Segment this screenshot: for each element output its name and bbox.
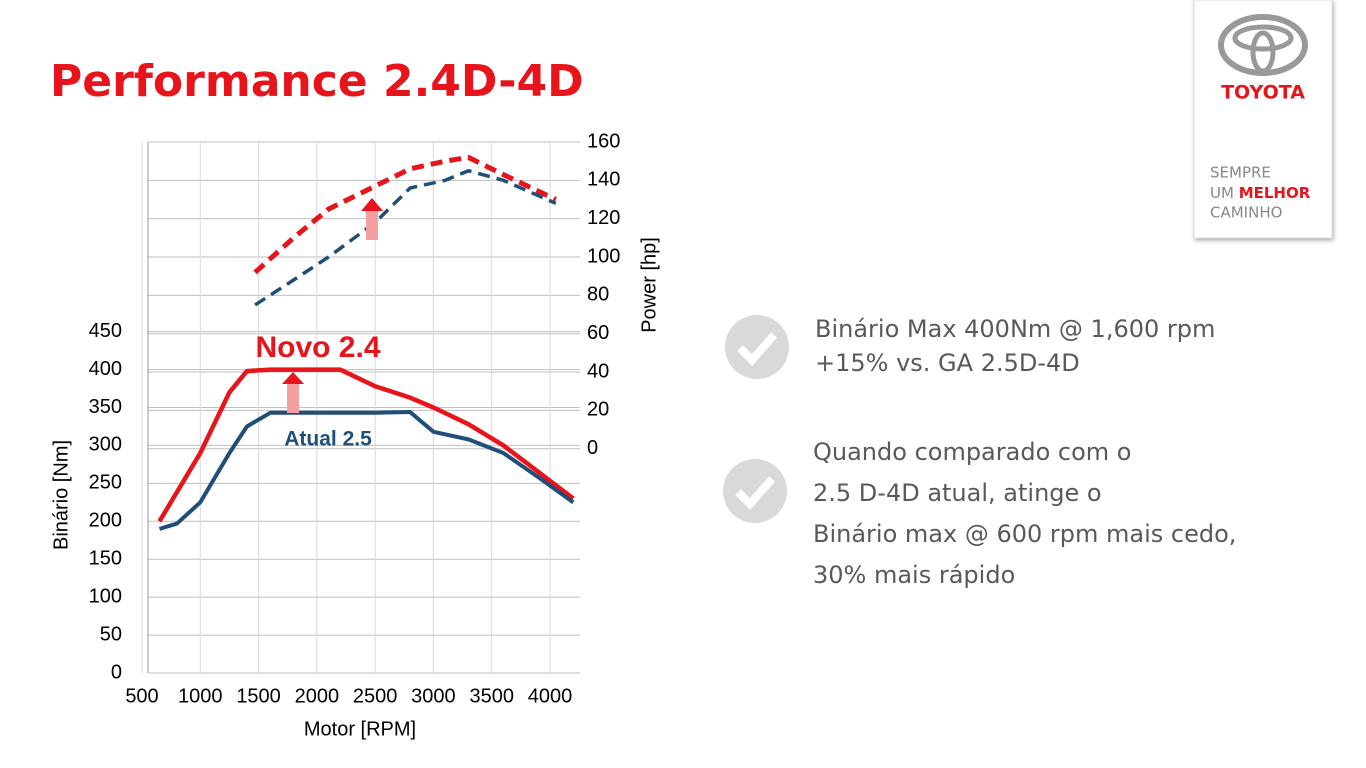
bullet-text: 2.5 D-4D atual, atinge o bbox=[813, 479, 1102, 507]
x-tick-label: 4000 bbox=[528, 685, 573, 707]
bullet-text: Quando comparado com o bbox=[813, 438, 1131, 466]
brand: TOYOTA bbox=[1221, 82, 1305, 104]
y2-tick-label: 40 bbox=[587, 360, 609, 382]
bullet-text: Binário max @ 600 rpm mais cedo, bbox=[813, 520, 1236, 548]
y2-axis-title: Power [hp] bbox=[638, 237, 660, 333]
x-tick-label: 2000 bbox=[295, 685, 340, 707]
y-tick-label: 250 bbox=[89, 472, 122, 494]
title: Performance 2.4D-4D bbox=[50, 56, 584, 107]
arrow bbox=[282, 372, 304, 413]
x-tick-label: 500 bbox=[125, 685, 158, 707]
logo: TOYOTA SEMPRE UM MELHOR CAMINHO bbox=[1193, 0, 1333, 239]
y2-tick-label: 60 bbox=[587, 322, 609, 344]
tagline: SEMPRE bbox=[1210, 164, 1271, 182]
x-tick-label: 1500 bbox=[236, 685, 281, 707]
check bbox=[723, 459, 787, 523]
y-tick-label: 50 bbox=[100, 623, 122, 645]
y2-tick-label: 100 bbox=[587, 245, 620, 267]
series-label: Atual 2.5 bbox=[284, 428, 372, 451]
chart: 0 50 100 150 200 250 300 350 400 450 0 20 40 60 80 100 1… bbox=[89, 130, 621, 707]
y-tick-label: 0 bbox=[111, 661, 122, 683]
y-tick-label: 200 bbox=[89, 510, 122, 532]
bullet-text: +15% vs. GA 2.5D-4D bbox=[815, 349, 1080, 377]
tagline: UM bbox=[1210, 184, 1234, 202]
series-label: Novo 2.4 bbox=[255, 331, 380, 364]
y-tick-label: 150 bbox=[89, 547, 122, 569]
series-line bbox=[158, 410, 575, 531]
logo-emblem bbox=[1232, 24, 1294, 52]
arrow bbox=[361, 198, 383, 240]
tagline: MELHOR bbox=[1239, 184, 1311, 202]
series-line bbox=[253, 154, 557, 275]
logo-emblem bbox=[1250, 30, 1276, 74]
tagline: UM MELHOR bbox=[1210, 184, 1311, 202]
y2-tick-label: 0 bbox=[587, 437, 598, 459]
y2-tick-label: 140 bbox=[587, 169, 620, 191]
series-line bbox=[254, 169, 557, 307]
bullet-text: Binário Max 400Nm @ 1,600 rpm bbox=[815, 315, 1215, 343]
x-tick-label: 2500 bbox=[353, 685, 398, 707]
x-axis-title: Motor [RPM] bbox=[304, 718, 416, 740]
y2-tick-label: 80 bbox=[587, 284, 609, 306]
bullet-text: 30% mais rápido bbox=[813, 561, 1015, 589]
y2-tick-label: 120 bbox=[587, 207, 620, 229]
y-tick-label: 450 bbox=[89, 320, 122, 342]
y-tick-label: 100 bbox=[89, 585, 122, 607]
series-line bbox=[157, 367, 575, 523]
y-tick-label: 350 bbox=[89, 396, 122, 418]
x-tick-label: 1000 bbox=[178, 685, 223, 707]
y2-tick-label: 160 bbox=[587, 130, 620, 152]
logo-card bbox=[1193, 0, 1333, 239]
check bbox=[725, 315, 789, 379]
y-tick-label: 300 bbox=[89, 434, 122, 456]
y-tick-label: 400 bbox=[89, 358, 122, 380]
tagline: CAMINHO bbox=[1210, 204, 1282, 222]
y2-tick-label: 20 bbox=[587, 399, 609, 421]
x-tick-label: 3000 bbox=[411, 685, 456, 707]
x-tick-label: 3500 bbox=[469, 685, 514, 707]
y-axis-title: Binário [Nm] bbox=[50, 440, 72, 550]
